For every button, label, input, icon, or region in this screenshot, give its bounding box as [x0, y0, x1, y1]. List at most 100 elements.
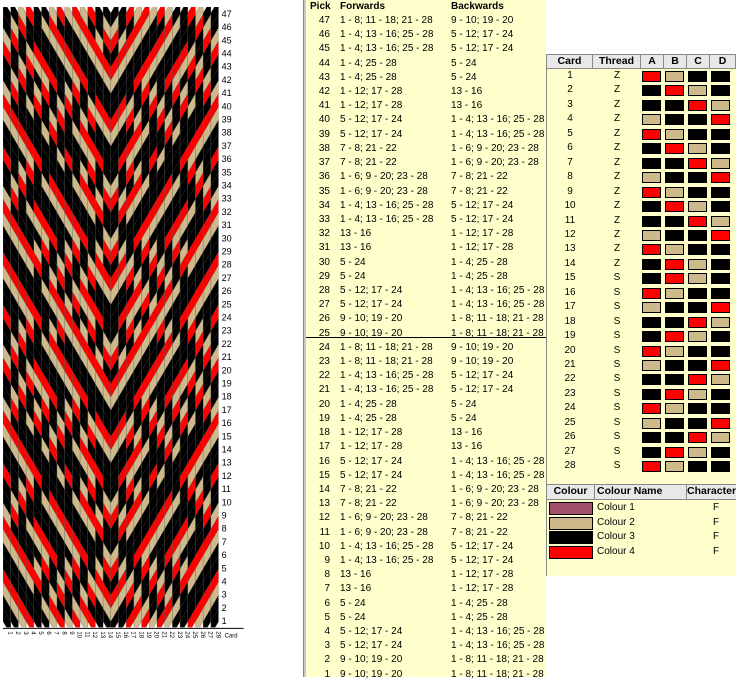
hole-c-colour-cell[interactable]: [688, 446, 707, 458]
pick-row[interactable]: 19 1 - 4; 25 - 28 5 - 24: [306, 412, 546, 426]
card-row[interactable]: 23 S: [547, 387, 736, 401]
card-row[interactable]: 24 S: [547, 401, 736, 415]
thread-direction[interactable]: S: [613, 431, 621, 443]
hole-a-colour-cell[interactable]: [642, 85, 661, 97]
pick-row[interactable]: 10 1 - 4; 13 - 16; 25 - 28 5 - 12; 17 - 24: [306, 540, 546, 554]
panel-splitter[interactable]: [303, 0, 306, 677]
thread-direction[interactable]: S: [613, 330, 621, 342]
hole-c-colour-cell[interactable]: [688, 345, 707, 357]
hole-a-colour-cell[interactable]: [642, 273, 661, 285]
hole-b-colour-cell[interactable]: [665, 331, 684, 343]
thread-direction[interactable]: Z: [613, 257, 621, 269]
hole-a-colour-cell[interactable]: [642, 461, 661, 473]
pick-row[interactable]: 37 7 - 8; 21 - 22 1 - 6; 9 - 20; 23 - 28: [306, 156, 546, 170]
card-row[interactable]: 25 S: [547, 416, 736, 430]
card-column-header[interactable]: Card: [547, 55, 593, 69]
pick-row[interactable]: 2 9 - 10; 19 - 20 1 - 8; 11 - 18; 21 - 28: [306, 653, 546, 667]
thread-direction[interactable]: S: [613, 272, 621, 284]
pick-row[interactable]: 41 1 - 12; 17 - 28 13 - 16: [306, 99, 546, 113]
hole-d-colour-cell[interactable]: [711, 331, 730, 343]
hole-a-colour-cell[interactable]: [642, 157, 661, 169]
hole-d-colour-cell[interactable]: [711, 403, 730, 415]
hole-d-colour-cell[interactable]: [711, 215, 730, 227]
hole-a-colour-cell[interactable]: [642, 360, 661, 371]
hole-b-colour-cell[interactable]: [665, 172, 684, 184]
hole-d-column-header[interactable]: D: [710, 55, 736, 69]
hole-c-colour-cell[interactable]: [688, 201, 707, 213]
hole-d-colour-cell[interactable]: [711, 417, 730, 429]
hole-d-colour-cell[interactable]: [711, 374, 730, 386]
thread-direction[interactable]: S: [613, 286, 621, 298]
hole-d-colour-cell[interactable]: [711, 186, 730, 198]
pick-row[interactable]: 45 1 - 4; 13 - 16; 25 - 28 5 - 12; 17 - 24: [306, 42, 546, 56]
hole-a-column-header[interactable]: A: [641, 55, 664, 69]
card-row[interactable]: 14 Z: [547, 257, 736, 271]
pick-row[interactable]: 33 1 - 4; 13 - 16; 25 - 28 5 - 12; 17 - 24: [306, 213, 546, 227]
pick-row[interactable]: 38 7 - 8; 21 - 22 1 - 6; 9 - 20; 23 - 28: [306, 142, 546, 156]
thread-direction[interactable]: S: [613, 344, 621, 356]
card-row[interactable]: 26 S: [547, 430, 736, 444]
hole-d-colour-cell[interactable]: [711, 85, 730, 97]
hole-a-colour-cell[interactable]: [642, 302, 661, 314]
card-row[interactable]: 20 S: [547, 344, 736, 358]
pick-row[interactable]: 18 1 - 12; 17 - 28 13 - 16: [306, 426, 546, 440]
pick-row[interactable]: 26 9 - 10; 19 - 20 1 - 8; 11 - 18; 21 - 28: [306, 312, 546, 326]
hole-b-colour-cell[interactable]: [665, 114, 684, 126]
pick-row[interactable]: 46 1 - 4; 13 - 16; 25 - 28 5 - 12; 17 - 24: [306, 28, 546, 42]
thread-direction[interactable]: Z: [613, 156, 621, 168]
hole-b-colour-cell[interactable]: [665, 99, 684, 111]
thread-direction[interactable]: Z: [613, 200, 621, 212]
card-row[interactable]: 15 S: [547, 271, 736, 285]
hole-c-colour-cell[interactable]: [688, 258, 707, 270]
pick-row[interactable]: 3 5 - 12; 17 - 24 1 - 4; 13 - 16; 25 - 28: [306, 639, 546, 653]
hole-c-colour-cell[interactable]: [688, 229, 707, 241]
hole-d-colour-cell[interactable]: [711, 244, 730, 256]
pick-row[interactable]: 29 5 - 24 1 - 4; 25 - 28: [306, 270, 546, 284]
hole-d-colour-cell[interactable]: [711, 461, 730, 473]
card-row[interactable]: 27 S: [547, 445, 736, 459]
hole-c-colour-cell[interactable]: [688, 388, 707, 400]
colour-row[interactable]: Colour 3 F: [547, 530, 736, 545]
hole-a-colour-cell[interactable]: [642, 287, 661, 299]
colour-row[interactable]: Colour 2 F: [547, 516, 736, 531]
hole-d-colour-cell[interactable]: [711, 273, 730, 285]
pick-row[interactable]: 16 5 - 12; 17 - 24 1 - 4; 13 - 16; 25 - 28: [306, 455, 546, 469]
hole-b-column-header[interactable]: B: [664, 55, 687, 69]
hole-a-colour-cell[interactable]: [642, 215, 661, 227]
hole-a-colour-cell[interactable]: [642, 172, 661, 184]
pick-row[interactable]: 11 1 - 6; 9 - 20; 23 - 28 7 - 8; 21 - 22: [306, 526, 546, 540]
backwards-column-header[interactable]: Backwards: [451, 1, 504, 12]
hole-a-colour-cell[interactable]: [642, 258, 661, 270]
hole-d-colour-cell[interactable]: [711, 172, 730, 184]
hole-c-colour-cell[interactable]: [688, 172, 707, 184]
hole-a-colour-cell[interactable]: [642, 71, 661, 82]
colour-row[interactable]: Colour 1 F: [547, 501, 736, 516]
hole-a-colour-cell[interactable]: [642, 229, 661, 241]
thread-direction[interactable]: Z: [613, 127, 621, 139]
thread-direction[interactable]: Z: [613, 84, 621, 96]
pick-column-header[interactable]: Pick: [310, 1, 331, 12]
hole-b-colour-cell[interactable]: [665, 360, 684, 371]
colour-name-column-header[interactable]: Colour Name: [595, 485, 687, 500]
hole-c-colour-cell[interactable]: [688, 302, 707, 314]
hole-a-colour-cell[interactable]: [642, 244, 661, 256]
hole-a-colour-cell[interactable]: [642, 374, 661, 386]
hole-b-colour-cell[interactable]: [665, 302, 684, 314]
thread-direction[interactable]: Z: [613, 113, 621, 125]
forwards-column-header[interactable]: Forwards: [340, 1, 386, 12]
pick-row[interactable]: 30 5 - 24 1 - 4; 25 - 28: [306, 256, 546, 270]
hole-c-colour-cell[interactable]: [688, 85, 707, 97]
card-row[interactable]: 11 Z: [547, 214, 736, 228]
colour-swatch[interactable]: [549, 531, 593, 545]
hole-d-colour-cell[interactable]: [711, 287, 730, 299]
hole-c-colour-cell[interactable]: [688, 71, 707, 82]
card-row[interactable]: 16 S: [547, 286, 736, 300]
hole-a-colour-cell[interactable]: [642, 316, 661, 328]
hole-a-colour-cell[interactable]: [642, 331, 661, 343]
thread-direction[interactable]: S: [613, 460, 621, 472]
